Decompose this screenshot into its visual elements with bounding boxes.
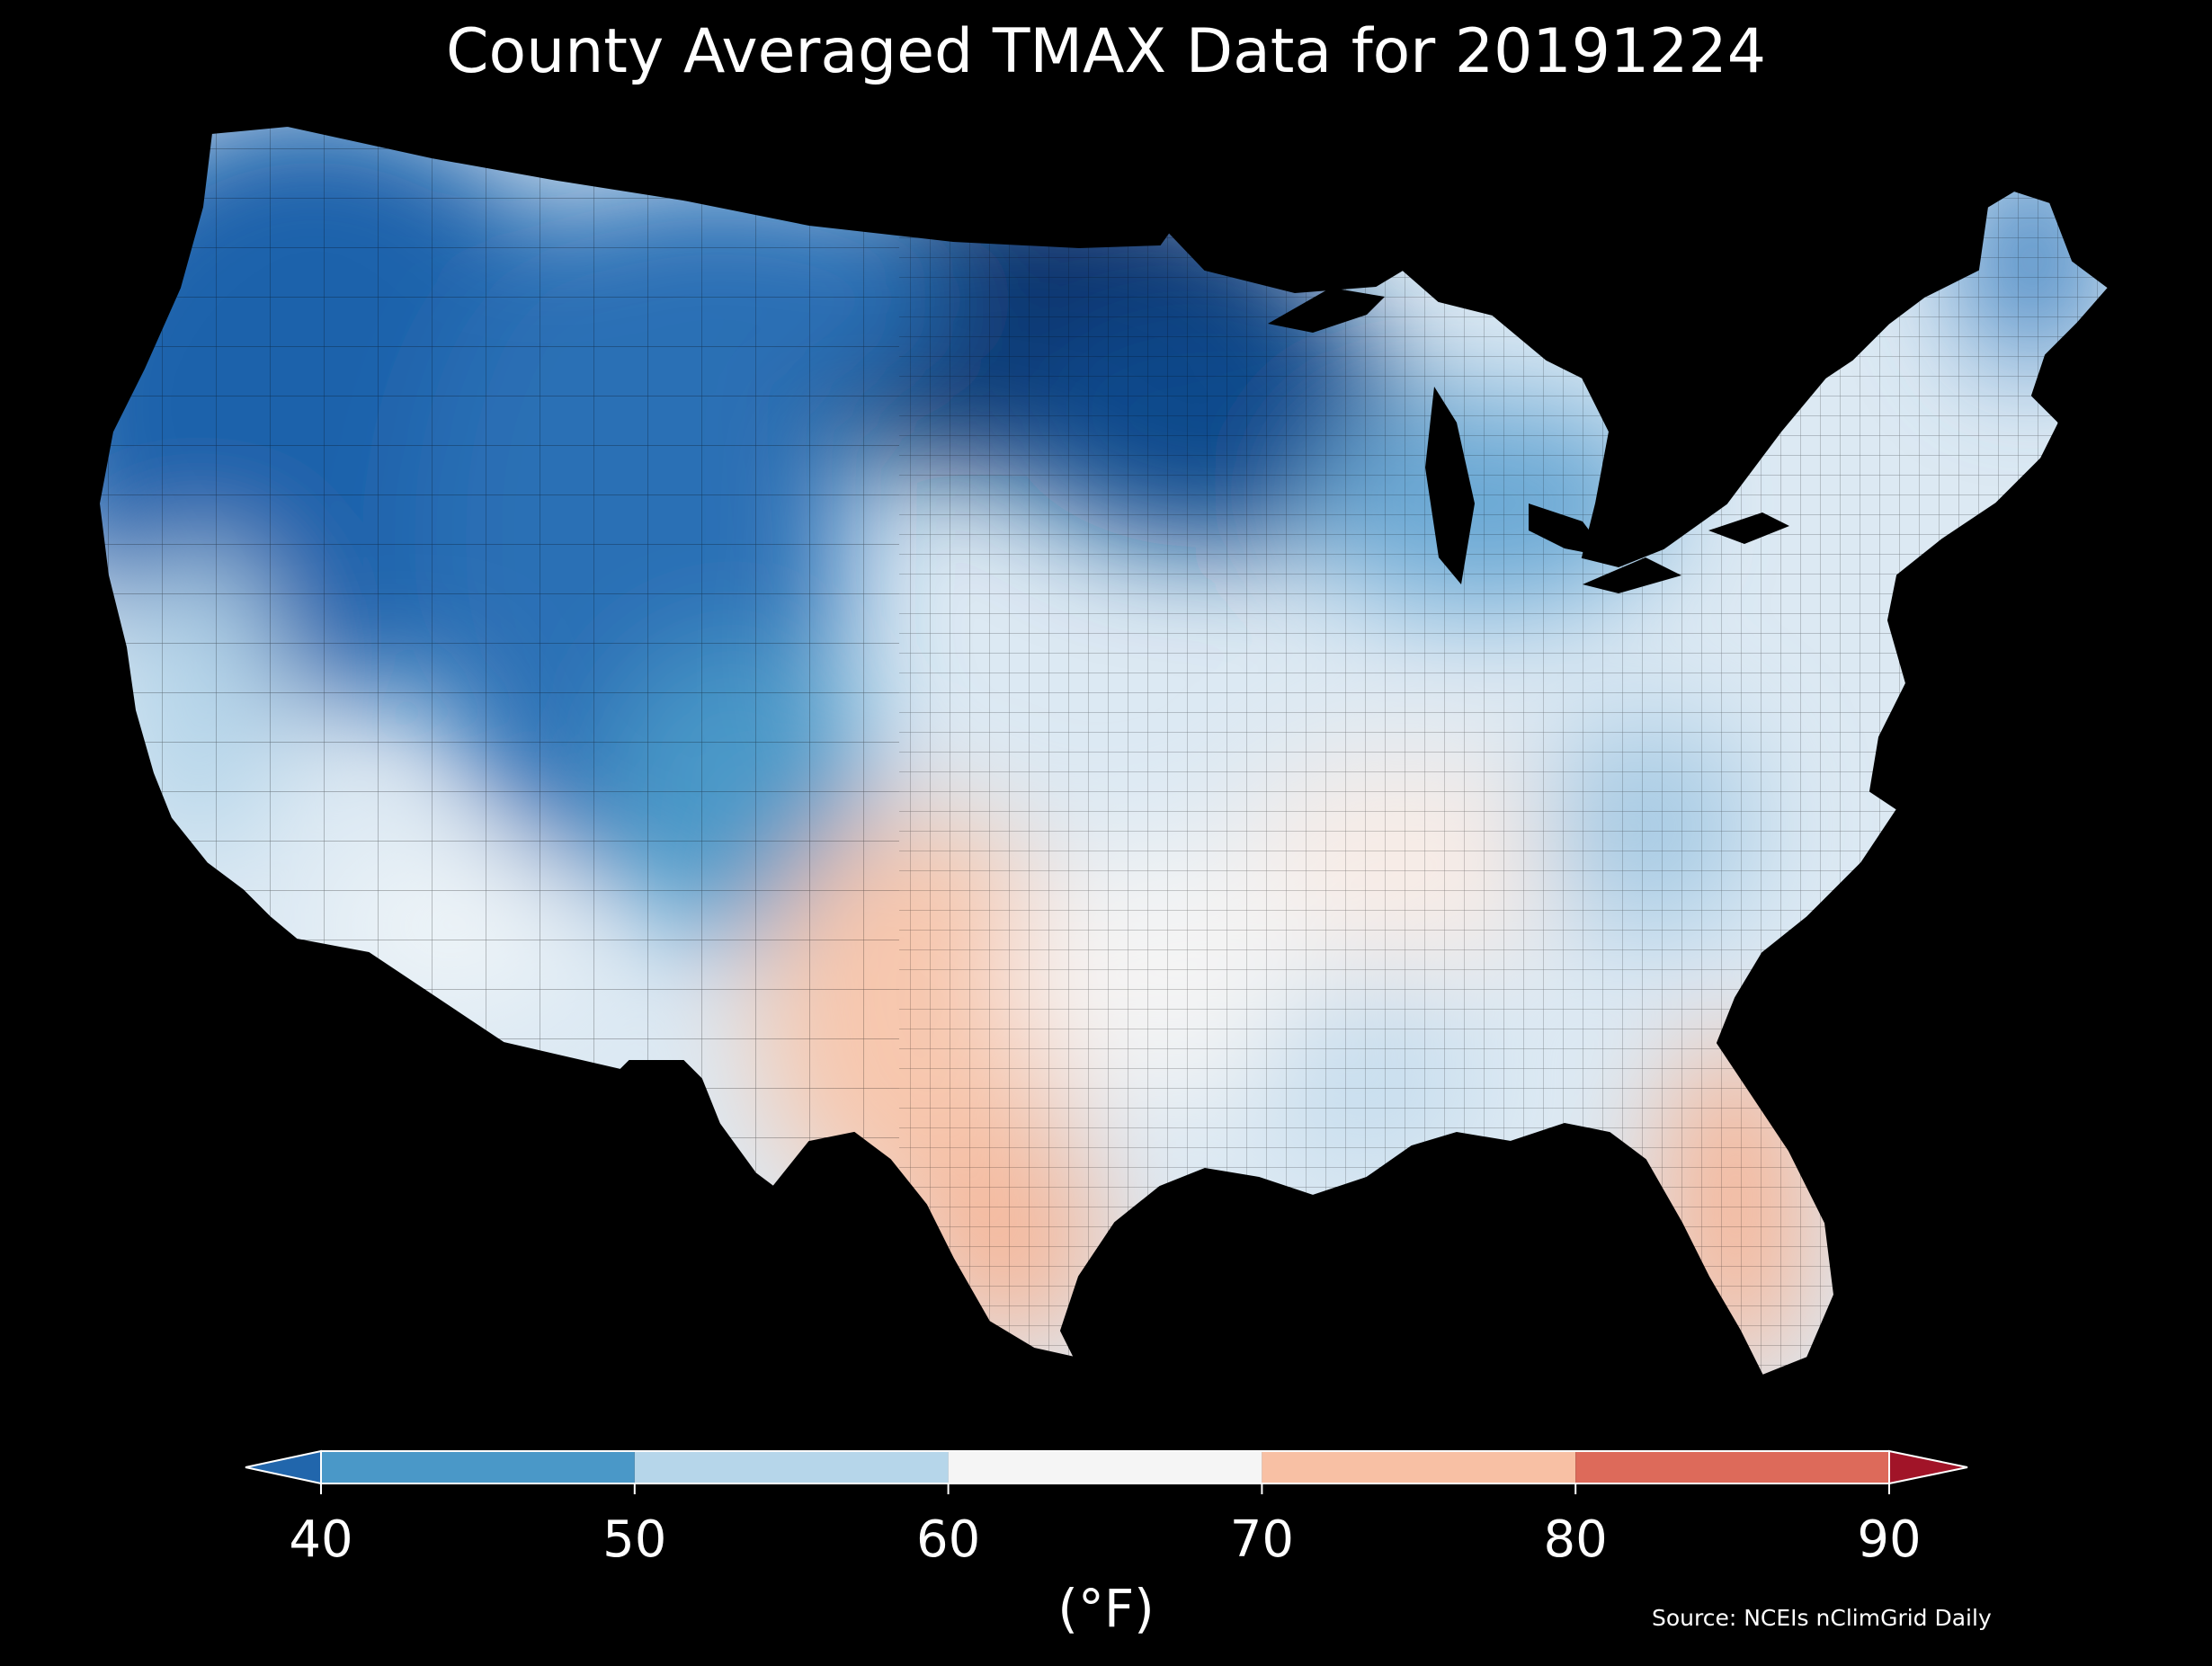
map-title: County Averaged TMAX Data for 20191224 [446, 16, 1766, 87]
source-credit: Source: NCEIs nClimGrid Daily [1652, 1605, 1992, 1631]
colorbar-segment-3 [1262, 1451, 1576, 1483]
colorbar-tick-label-2: 60 [915, 1510, 981, 1569]
colorbar [245, 1449, 1968, 1494]
colorbar-over-extend [1888, 1449, 1968, 1485]
colorbar-tick-label-1: 50 [602, 1510, 667, 1569]
colorbar-segment-4 [1575, 1451, 1889, 1483]
colorbar-tick-label-0: 40 [289, 1510, 353, 1569]
colorbar-segment-0 [321, 1451, 635, 1483]
colorbar-tick-label-3: 70 [1229, 1510, 1295, 1569]
colorbar-segment-1 [634, 1451, 949, 1483]
colorbar-under-extend [245, 1449, 322, 1485]
colorbar-tick-label-4: 80 [1543, 1510, 1608, 1569]
colorbar-units-label: (°F) [1057, 1578, 1155, 1639]
colorbar-segment-2 [948, 1451, 1262, 1483]
colorbar-tick-label-5: 90 [1857, 1510, 1922, 1569]
